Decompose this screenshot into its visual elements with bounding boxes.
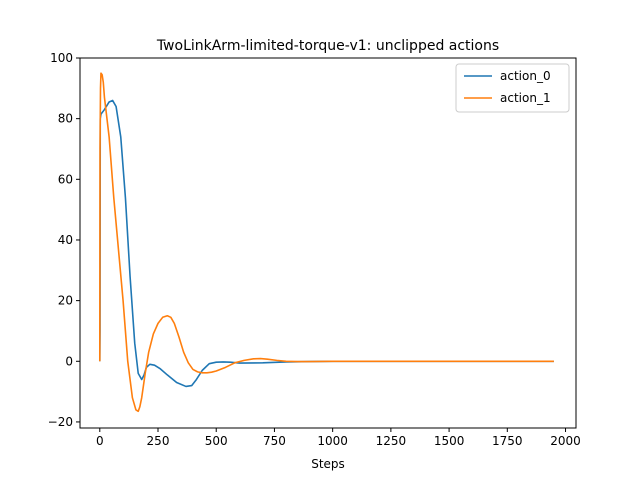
legend-label-action_0: action_0 [500, 69, 551, 83]
x-tick-label: 0 [96, 434, 104, 448]
x-tick-label: 250 [147, 434, 170, 448]
plot-area [79, 57, 577, 429]
x-axis-ticks: 0 250 500 750 1000 1250 1500 1750 2000 [96, 428, 581, 448]
legend: action_0 action_1 [455, 63, 570, 113]
y-tick-label: 60 [58, 172, 73, 186]
y-tick-label: −20 [48, 415, 73, 429]
chart-title: TwoLinkArm-limited-torque-v1: unclipped … [156, 38, 499, 54]
series-line-action_1 [98, 72, 554, 413]
y-tick-label: 0 [65, 354, 73, 368]
series-line-action_0 [98, 99, 554, 388]
legend-label-action_1: action_1 [500, 91, 551, 105]
y-tick-label: 40 [58, 233, 73, 247]
y-axis-ticks: −20 0 20 40 60 80 100 [48, 51, 80, 429]
y-tick-label: 100 [50, 51, 73, 65]
x-tick-label: 2000 [550, 434, 581, 448]
x-tick-label: 1250 [376, 434, 407, 448]
x-tick-label: 1000 [317, 434, 348, 448]
y-tick-label: 80 [58, 112, 73, 126]
x-axis-label: Steps [311, 457, 345, 471]
x-tick-label: 500 [205, 434, 228, 448]
axes-frame [79, 57, 577, 429]
y-tick-label: 20 [58, 294, 73, 308]
x-tick-label: 1500 [434, 434, 465, 448]
x-tick-label: 1750 [492, 434, 523, 448]
x-tick-label: 750 [263, 434, 286, 448]
